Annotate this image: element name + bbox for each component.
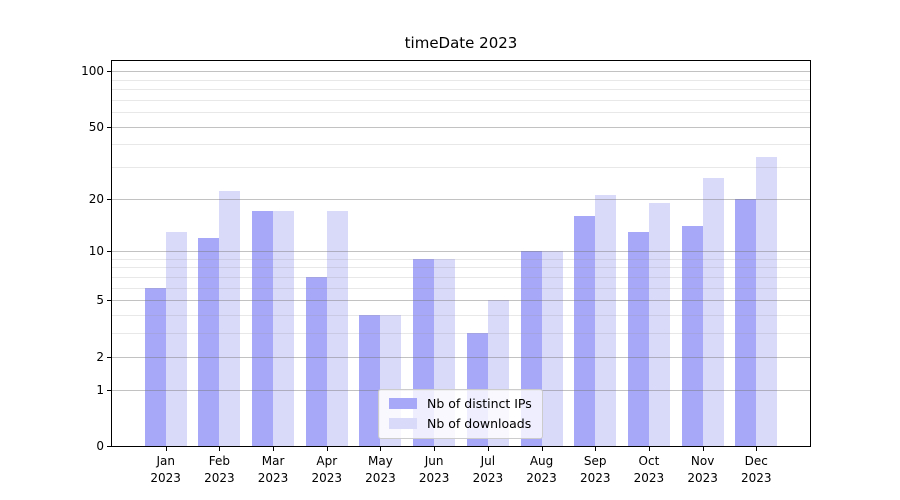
x-tick-label-jun: Jun 2023	[418, 454, 450, 485]
y-tick-label-0: 0	[96, 439, 104, 453]
gridline-major-100	[112, 71, 810, 73]
gridline-major-2	[112, 356, 810, 358]
gridline-minor-7	[112, 277, 810, 279]
y-tick-label-5: 5	[96, 293, 104, 308]
x-tick-label-feb: Feb 2023	[204, 454, 235, 485]
gridline-minor-9	[112, 258, 810, 260]
gridline-minor-8	[112, 267, 810, 269]
bar-ips-dec	[735, 198, 757, 446]
x-tick-nov	[702, 447, 704, 451]
bar-downloads-sep	[595, 194, 617, 446]
gridline-minor-30	[112, 167, 810, 168]
y-tick-label-20: 20	[88, 191, 104, 206]
bar-downloads-mar	[273, 211, 295, 446]
x-tick-feb	[219, 447, 221, 451]
bar-downloads-feb	[219, 191, 241, 446]
x-tick-mar	[273, 447, 275, 451]
legend-swatch-downloads	[389, 418, 417, 429]
y-tick-0	[107, 446, 111, 447]
gridline-minor-60	[112, 112, 810, 114]
gridline-minor-90	[112, 79, 810, 81]
y-tick-label-2: 2	[96, 349, 104, 364]
y-tick-label-50: 50	[88, 119, 104, 134]
x-tick-jan	[165, 447, 167, 451]
legend-label-downloads: Nb of downloads	[427, 416, 532, 431]
bar-downloads-nov	[702, 178, 724, 446]
x-tick-aug	[541, 447, 543, 451]
x-tick-label-may: May 2023	[365, 454, 396, 485]
legend: Nb of distinct IPs Nb of downloads	[378, 389, 543, 439]
x-tick-label-dec: Dec 2023	[741, 454, 772, 485]
bar-ips-feb	[198, 237, 220, 446]
y-tick-label-10: 10	[88, 244, 104, 259]
x-tick-label-jan: Jan 2023	[150, 454, 181, 485]
x-tick-label-oct: Oct 2023	[633, 454, 665, 485]
x-tick-label-jul: Jul 2023	[472, 454, 504, 485]
y-tick-50	[107, 126, 111, 128]
bar-downloads-oct	[648, 202, 670, 446]
legend-item-distinct-ips: Nb of distinct IPs	[389, 396, 532, 411]
y-tick-1	[107, 389, 111, 391]
gridline-major-5	[112, 300, 810, 302]
gridline-minor-3	[112, 333, 810, 335]
legend-item-downloads: Nb of downloads	[389, 416, 532, 431]
chart-title: timeDate 2023	[404, 34, 518, 52]
x-tick-dec	[756, 447, 758, 451]
gridline-major-20	[112, 198, 810, 200]
bar-downloads-jan	[165, 231, 187, 446]
x-tick-may	[380, 447, 382, 451]
x-tick-label-nov: Nov 2023	[687, 454, 718, 485]
x-tick-jun	[434, 447, 436, 451]
bar-ips-mar	[252, 211, 274, 446]
y-tick-2	[107, 356, 111, 358]
bar-ips-jan	[144, 287, 166, 446]
bar-ips-sep	[574, 215, 596, 446]
x-tick-label-apr: Apr 2023	[311, 454, 343, 485]
gridline-minor-4	[112, 315, 810, 317]
x-tick-jul	[487, 447, 489, 451]
gridline-minor-40	[112, 144, 810, 146]
legend-label-distinct-ips: Nb of distinct IPs	[427, 396, 532, 411]
gridline-minor-80	[112, 88, 810, 90]
gridline-major-10	[112, 251, 810, 253]
bar-downloads-apr	[326, 211, 348, 446]
x-tick-label-mar: Mar 2023	[257, 454, 289, 485]
x-tick-apr	[326, 447, 328, 451]
legend-swatch-distinct-ips	[389, 398, 417, 409]
y-tick-20	[107, 198, 111, 200]
gridline-minor-70	[112, 99, 810, 101]
bar-downloads-dec	[756, 157, 778, 446]
bar-ips-oct	[627, 231, 649, 446]
x-tick-label-sep: Sep 2023	[579, 454, 611, 485]
plot-area	[111, 60, 811, 447]
bar-ips-apr	[305, 277, 327, 446]
x-tick-oct	[648, 447, 650, 451]
bar-downloads-aug	[541, 251, 563, 446]
bar-ips-nov	[681, 225, 703, 446]
x-tick-label-aug: Aug 2023	[526, 454, 557, 485]
y-tick-5	[107, 300, 111, 302]
gridline-major-50	[112, 126, 810, 128]
gridline-minor-6	[112, 287, 810, 289]
y-tick-10	[107, 251, 111, 253]
x-tick-sep	[595, 447, 597, 451]
y-tick-label-1: 1	[96, 382, 104, 397]
y-tick-100	[107, 71, 111, 73]
y-tick-label-100: 100	[81, 64, 104, 79]
bar-ips-may	[359, 315, 381, 446]
